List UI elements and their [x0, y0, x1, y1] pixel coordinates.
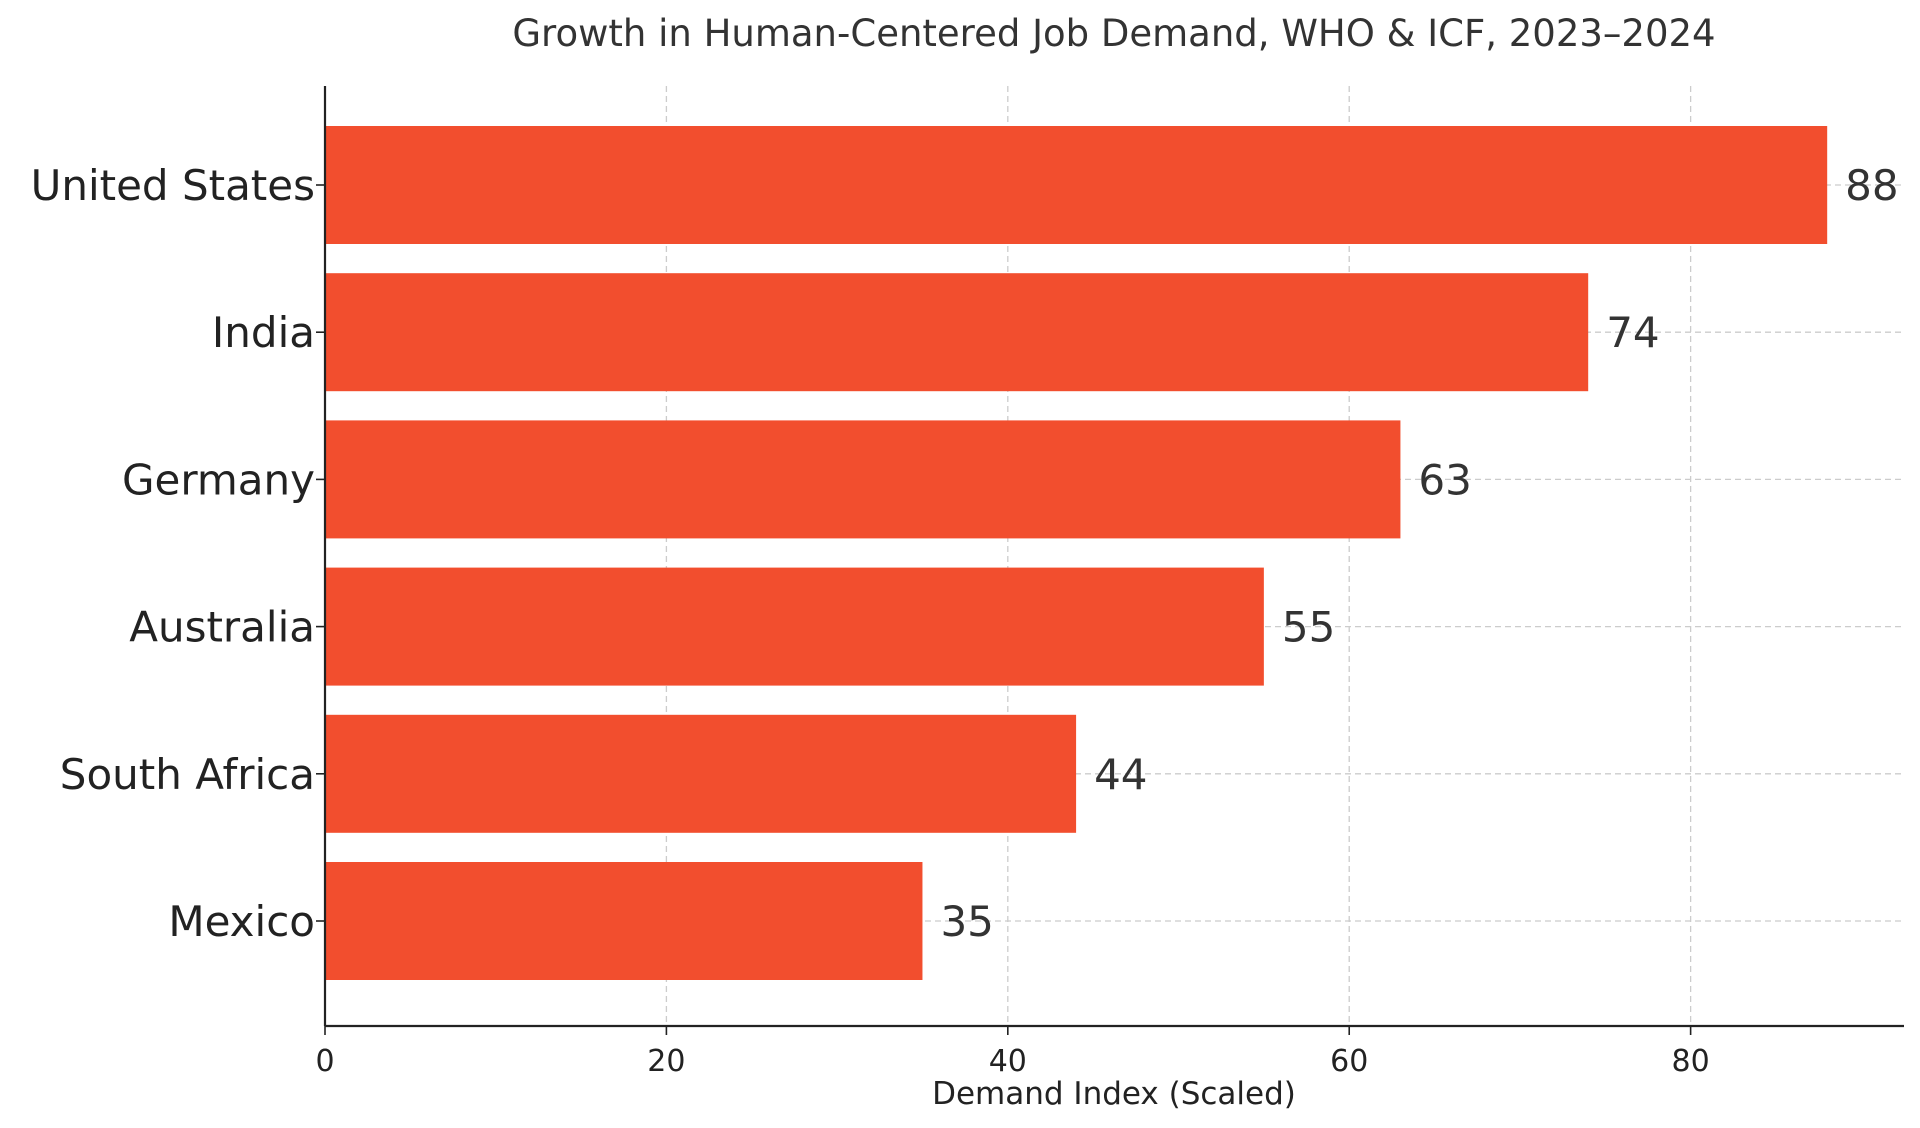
value-label-australia: 55	[1282, 603, 1335, 652]
bar-germany	[325, 420, 1401, 539]
chart-title: Growth in Human-Centered Job Demand, WHO…	[512, 12, 1715, 55]
y-tick-label-australia: Australia	[129, 603, 315, 652]
value-label-united-states: 88	[1845, 161, 1898, 210]
x-axis-label: Demand Index (Scaled)	[932, 1076, 1296, 1112]
x-tick-label-60: 60	[1330, 1044, 1368, 1079]
x-tick-label-0: 0	[315, 1044, 334, 1079]
y-tick-label-india: India	[212, 308, 315, 357]
x-tick-label-40: 40	[989, 1044, 1027, 1079]
bar-south-africa	[325, 714, 1077, 833]
bar-india	[325, 273, 1589, 392]
value-label-germany: 63	[1418, 455, 1471, 504]
x-tick-label-80: 80	[1672, 1044, 1710, 1079]
value-label-india: 74	[1606, 308, 1659, 357]
axes: United States India Germany Australia South …	[31, 86, 1904, 1079]
value-label-south-africa: 44	[1094, 750, 1147, 799]
value-labels: 88 74 63 55 44 35	[940, 161, 1898, 946]
y-tick-label-south-africa: South Africa	[60, 750, 315, 799]
y-tick-label-germany: Germany	[122, 455, 315, 504]
bar-mexico	[325, 862, 923, 980]
x-tick-label-20: 20	[647, 1044, 685, 1079]
y-tick-label-united-states: United States	[31, 161, 315, 210]
bar-australia	[325, 567, 1264, 686]
value-label-mexico: 35	[940, 897, 993, 946]
bar-united-states	[325, 126, 1828, 244]
y-tick-label-mexico: Mexico	[168, 897, 315, 946]
bars	[325, 126, 1828, 980]
